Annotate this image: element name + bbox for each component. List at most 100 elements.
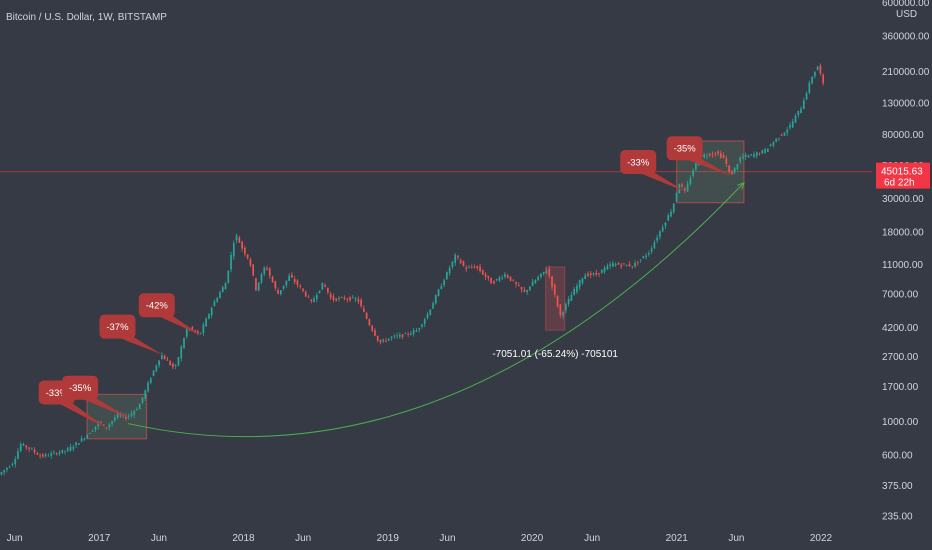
callout-box — [62, 375, 99, 400]
highlight-boxes — [86, 140, 745, 440]
candle-body — [155, 365, 158, 371]
candle-body — [127, 416, 130, 418]
callout-bubble: -33% — [620, 150, 687, 193]
candle-body — [418, 328, 421, 330]
candle-body — [664, 222, 667, 227]
candle-body — [390, 336, 393, 339]
candle-body — [495, 279, 498, 281]
candle-body — [470, 266, 473, 268]
candle-body — [64, 450, 66, 452]
candle-body — [811, 76, 813, 84]
callout-box — [666, 136, 703, 161]
candle-body — [506, 275, 509, 278]
candle-body — [567, 298, 570, 305]
candle-body — [293, 279, 296, 282]
candle-body — [100, 421, 102, 423]
candle-body — [440, 286, 443, 290]
candle-body — [102, 424, 105, 426]
candle-body — [387, 338, 390, 341]
candle-body — [255, 278, 257, 291]
candle-body — [385, 340, 387, 342]
currency-label: USD — [896, 9, 917, 20]
candle-body — [371, 325, 374, 331]
candle-body — [72, 446, 75, 450]
candle-body — [329, 293, 332, 298]
candle-body — [722, 155, 725, 158]
x-tick-label: 2017 — [88, 533, 111, 544]
curve-arrow — [127, 181, 745, 438]
candle-body — [191, 327, 194, 331]
candle-body — [515, 282, 517, 285]
time-axis[interactable]: Jun 2017 Jun 2018 Jun 2019 Jun 2020 Jun 2021 Jun 20… — [7, 533, 833, 544]
price-axis[interactable]: 600000.00 360000.00 210000.00 130000.00 8000… — [872, 0, 932, 550]
candle-body — [454, 254, 457, 263]
candle-body — [69, 446, 72, 451]
candle-body — [147, 382, 149, 392]
candle-body — [6, 468, 8, 470]
candle-body — [296, 280, 299, 286]
candle-body — [534, 279, 537, 284]
candle-body — [349, 297, 351, 301]
candle-body — [653, 242, 656, 249]
candle-body — [581, 278, 584, 284]
highlight-box — [86, 393, 148, 440]
candle-body — [573, 289, 576, 296]
candle-body — [177, 357, 180, 366]
candle-body — [504, 274, 506, 277]
candle-body — [822, 74, 825, 84]
candle-body — [733, 167, 736, 173]
candle-body — [719, 153, 722, 158]
candle-body — [429, 309, 432, 315]
candle-body — [750, 154, 753, 156]
candle-body — [706, 155, 708, 157]
candle-body — [620, 264, 623, 267]
candle-body — [711, 153, 714, 155]
candle-body — [598, 273, 600, 274]
y-tick-label: 235.00 — [882, 512, 913, 523]
candle-body — [313, 298, 315, 303]
candle-body — [315, 295, 318, 300]
candle-body — [282, 285, 285, 289]
x-tick-label: 2022 — [810, 533, 833, 544]
candle-body — [33, 449, 36, 453]
callout-pointer — [121, 334, 163, 355]
candle-body — [363, 308, 365, 312]
candle-body — [766, 148, 769, 152]
x-tick-label: 2020 — [521, 533, 544, 544]
candle-body — [55, 453, 58, 455]
candle-body — [357, 299, 360, 302]
candle-body — [252, 264, 255, 276]
callout-label: -33% — [627, 158, 650, 169]
candle-body — [645, 255, 647, 258]
candle-body — [498, 277, 501, 281]
candle-body — [36, 453, 39, 455]
x-tick-label: 2021 — [666, 533, 689, 544]
measure-annotation: -7051.01 (-65.24%) -705101 — [492, 266, 618, 360]
candle-body — [625, 264, 628, 267]
candle-body — [551, 276, 553, 288]
candle-body — [703, 154, 706, 158]
candle-body — [235, 235, 238, 241]
candle-body — [692, 170, 694, 176]
candle-body — [30, 448, 33, 450]
price-axis-bg — [872, 0, 932, 550]
candle-body — [80, 438, 83, 442]
candle-body — [208, 314, 210, 319]
candle-body — [595, 272, 598, 275]
candle-body — [216, 298, 219, 302]
curve-line — [127, 182, 745, 438]
candle-body — [780, 135, 783, 136]
candle-body — [396, 335, 398, 337]
candle-body — [808, 82, 811, 93]
candle-body — [714, 153, 717, 155]
candle-body — [343, 297, 346, 300]
candle-body — [340, 297, 343, 299]
callout-pointer — [688, 156, 732, 177]
candle-body — [279, 290, 282, 295]
candle-body — [257, 282, 260, 291]
callout-box — [138, 293, 175, 318]
candle-body — [775, 138, 778, 142]
candle-body — [244, 247, 246, 255]
callout-label: -37% — [106, 322, 129, 333]
